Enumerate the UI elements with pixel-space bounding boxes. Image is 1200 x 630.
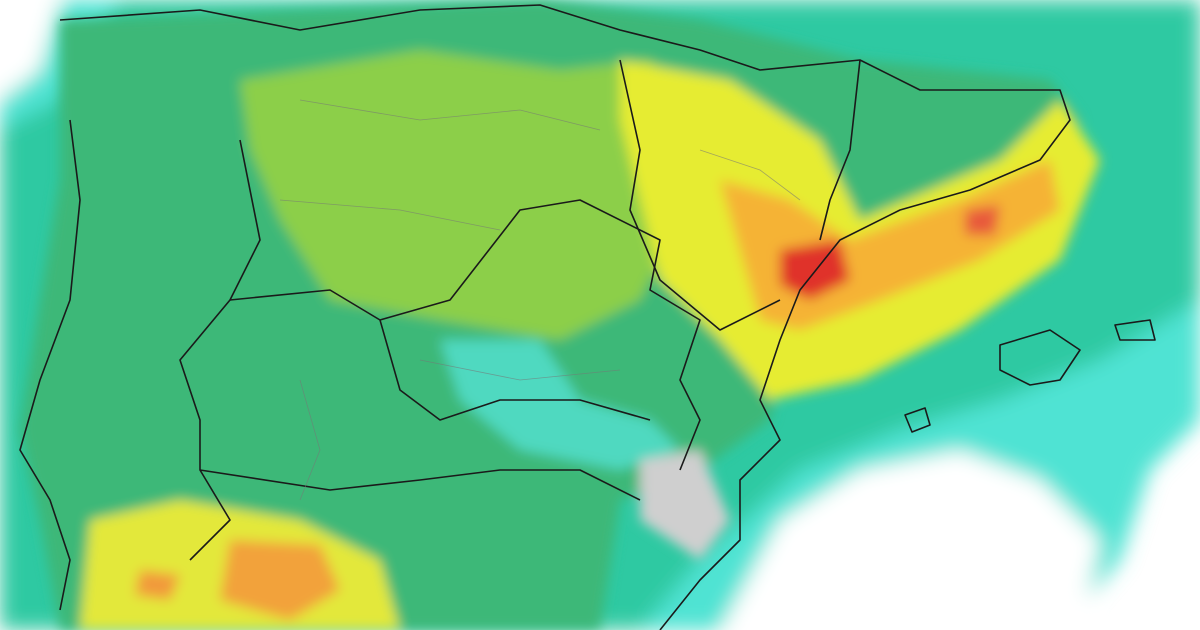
borders [19,4,1156,630]
land-field [20,0,1100,630]
castilla-border [379,319,651,421]
interior-cyan [440,340,680,470]
ibiza [904,407,931,433]
red-spot [965,205,1000,235]
atlantic-dry [0,0,60,100]
dry-southeast [640,450,730,560]
south-orange-2 [135,570,180,600]
central-border [229,199,701,471]
mallorca [999,329,1081,386]
interior-light-green [240,50,700,340]
aragon-border [619,59,781,331]
catalonia-border [819,59,861,241]
south-orange [220,540,340,620]
province-lines [279,99,801,501]
coast-east [59,4,1071,630]
portugal-border [19,119,81,611]
sea-dry [720,450,1100,630]
west-border [179,139,261,561]
menorca [1114,319,1156,341]
south-border [199,469,641,501]
